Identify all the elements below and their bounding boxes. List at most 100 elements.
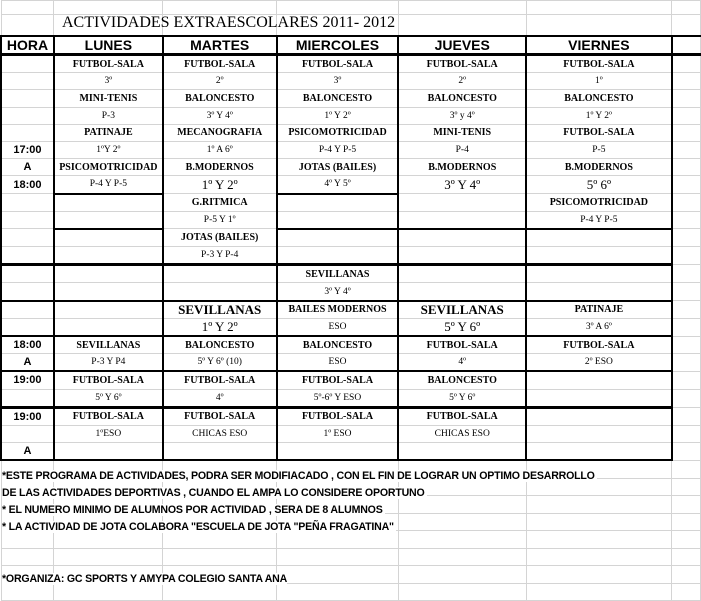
- activity-cell: FUTBOL-SALA: [161, 406, 278, 426]
- activity-cell: [52, 300, 164, 319]
- activity-cell: SEVILLANAS: [52, 335, 164, 355]
- activity-cell: PSICOMOTRICIDAD: [525, 193, 673, 212]
- activity-cell: PATINAJE: [52, 123, 164, 142]
- empty-cell: [0, 547, 55, 567]
- empty-cell: [276, 565, 399, 584]
- activity-cell: [161, 442, 278, 462]
- organizer-note: *ORGANIZA: GC SPORTS Y AMYPA COLEGIO SAN…: [2, 573, 288, 585]
- empty-cell: [670, 264, 701, 284]
- group-cell: ESO: [275, 353, 399, 373]
- empty-cell: [397, 582, 527, 601]
- group-cell: 1º A 6º: [161, 140, 278, 160]
- group-cell: P-5 Y 1º: [161, 210, 278, 230]
- activity-cell: SEVILLANAS: [397, 300, 527, 319]
- empty-cell: [670, 53, 701, 74]
- empty-cell: [671, 14, 701, 37]
- activity-cell: B.MODERNOS: [397, 158, 527, 177]
- activity-cell: FUTBOL-SALA: [397, 335, 527, 355]
- activity-cell: [525, 406, 673, 426]
- empty-cell: [397, 0, 527, 15]
- empty-cell: [670, 228, 701, 248]
- table-row: JOTAS (BAILES): [0, 228, 701, 248]
- empty-cell: [525, 14, 673, 37]
- activity-cell: JOTAS (BAILES): [275, 158, 399, 177]
- table-row: A PSICOMOTRICIDAD B.MODERNOS JOTAS (BAILES)…: [0, 158, 701, 177]
- table-row: 18:00 SEVILLANAS BALONCESTO BALONCESTO FUTBO…: [0, 335, 701, 355]
- time-cell: [0, 246, 55, 267]
- note-line: * LA ACTIVIDAD DE JOTA COLABORA "ESCUELA…: [2, 521, 396, 533]
- header-hora: HORA: [0, 35, 55, 56]
- table-row: 5º Y 6º 4º 5º-6º Y ESO 5º Y 6º: [0, 388, 701, 409]
- time-cell: [0, 193, 55, 212]
- activity-cell: FUTBOL-SALA: [52, 370, 164, 390]
- group-cell: 1º Y 2º: [525, 106, 673, 125]
- empty-cell: [671, 530, 701, 549]
- note-line: * EL NUMERO MINIMO DE ALUMNOS POR ACTIVI…: [2, 504, 385, 516]
- group-cell: [397, 282, 527, 302]
- empty-cell: [671, 35, 701, 56]
- empty-cell: [162, 547, 278, 567]
- empty-cell: [670, 175, 701, 194]
- empty-cell: [670, 442, 701, 461]
- empty-cell: [670, 370, 701, 390]
- group-cell: [397, 210, 527, 230]
- empty-cell: [525, 512, 673, 532]
- empty-cell: [162, 582, 278, 601]
- activity-cell: FUTBOL-SALA: [525, 335, 673, 355]
- activity-cell: BALONCESTO: [525, 89, 673, 108]
- empty-cell: [162, 530, 278, 549]
- page-title: ACTIVIDADES EXTRAESCOLARES 2011- 2012: [62, 14, 396, 31]
- activity-cell: BALONCESTO: [161, 89, 278, 108]
- activity-cell: JOTAS (BAILES): [161, 228, 278, 248]
- empty-cell: [670, 353, 701, 372]
- empty-cell: [670, 300, 701, 319]
- empty-cell: [53, 530, 164, 549]
- time-cell: [0, 210, 55, 230]
- activity-cell: FUTBOL-SALA: [52, 406, 164, 426]
- group-cell: 1º: [525, 72, 673, 91]
- activity-cell: [525, 264, 673, 284]
- empty-cell: [671, 512, 701, 532]
- time-cell: 18:00: [0, 335, 55, 355]
- activity-cell: FUTBOL-SALA: [161, 370, 278, 390]
- time-cell: 18:00: [0, 175, 55, 194]
- empty-cell: [670, 388, 701, 408]
- activity-cell: [161, 264, 278, 284]
- empty-cell: [670, 193, 701, 212]
- empty-cell: [671, 495, 701, 514]
- group-cell: CHICAS ESO: [161, 424, 278, 444]
- empty-cell: [525, 495, 673, 514]
- group-cell: [275, 210, 399, 230]
- time-cell: 17:00: [0, 140, 55, 160]
- empty-cell: [53, 0, 164, 15]
- group-cell: 5º Y 6º: [397, 388, 527, 409]
- time-cell: [0, 300, 55, 319]
- table-row: 19:00 FUTBOL-SALA FUTBOL-SALA FUTBOL-SALA FU…: [0, 406, 701, 426]
- header-miercoles: MIERCOLES: [275, 35, 400, 56]
- group-cell: [161, 282, 278, 302]
- group-cell: [525, 246, 673, 267]
- activity-cell: FUTBOL-SALA: [161, 53, 278, 74]
- group-cell: P-4 Y P-5: [275, 140, 399, 160]
- empty-cell: [671, 582, 701, 601]
- activity-cell: PSICOMOTRICIDAD: [52, 158, 164, 177]
- group-cell: 1º ESO: [275, 424, 399, 444]
- table-row: G.RITMICA PSICOMOTRICIDAD: [0, 193, 701, 212]
- activity-cell: [52, 264, 164, 284]
- activity-cell: FUTBOL-SALA: [525, 123, 673, 142]
- empty-cell: [397, 512, 527, 532]
- empty-cell: [671, 459, 701, 479]
- time-cell: [0, 264, 55, 284]
- group-cell: [397, 246, 527, 267]
- activity-cell: [525, 228, 673, 248]
- table-row: 17:00 1ºY 2º 1º A 6º P-4 Y P-5 P-4 P-5: [0, 140, 701, 160]
- activity-cell: MINI-TENIS: [52, 89, 164, 108]
- group-cell: 4º: [161, 388, 278, 409]
- group-cell: 2º: [161, 72, 278, 91]
- time-cell: [0, 72, 55, 91]
- group-cell: CHICAS ESO: [397, 424, 527, 444]
- group-cell: P-5: [525, 140, 673, 160]
- group-cell: [275, 246, 399, 267]
- empty-cell: [671, 477, 701, 497]
- table-row: MINI-TENIS BALONCESTO BALONCESTO BALONCESTO…: [0, 89, 701, 108]
